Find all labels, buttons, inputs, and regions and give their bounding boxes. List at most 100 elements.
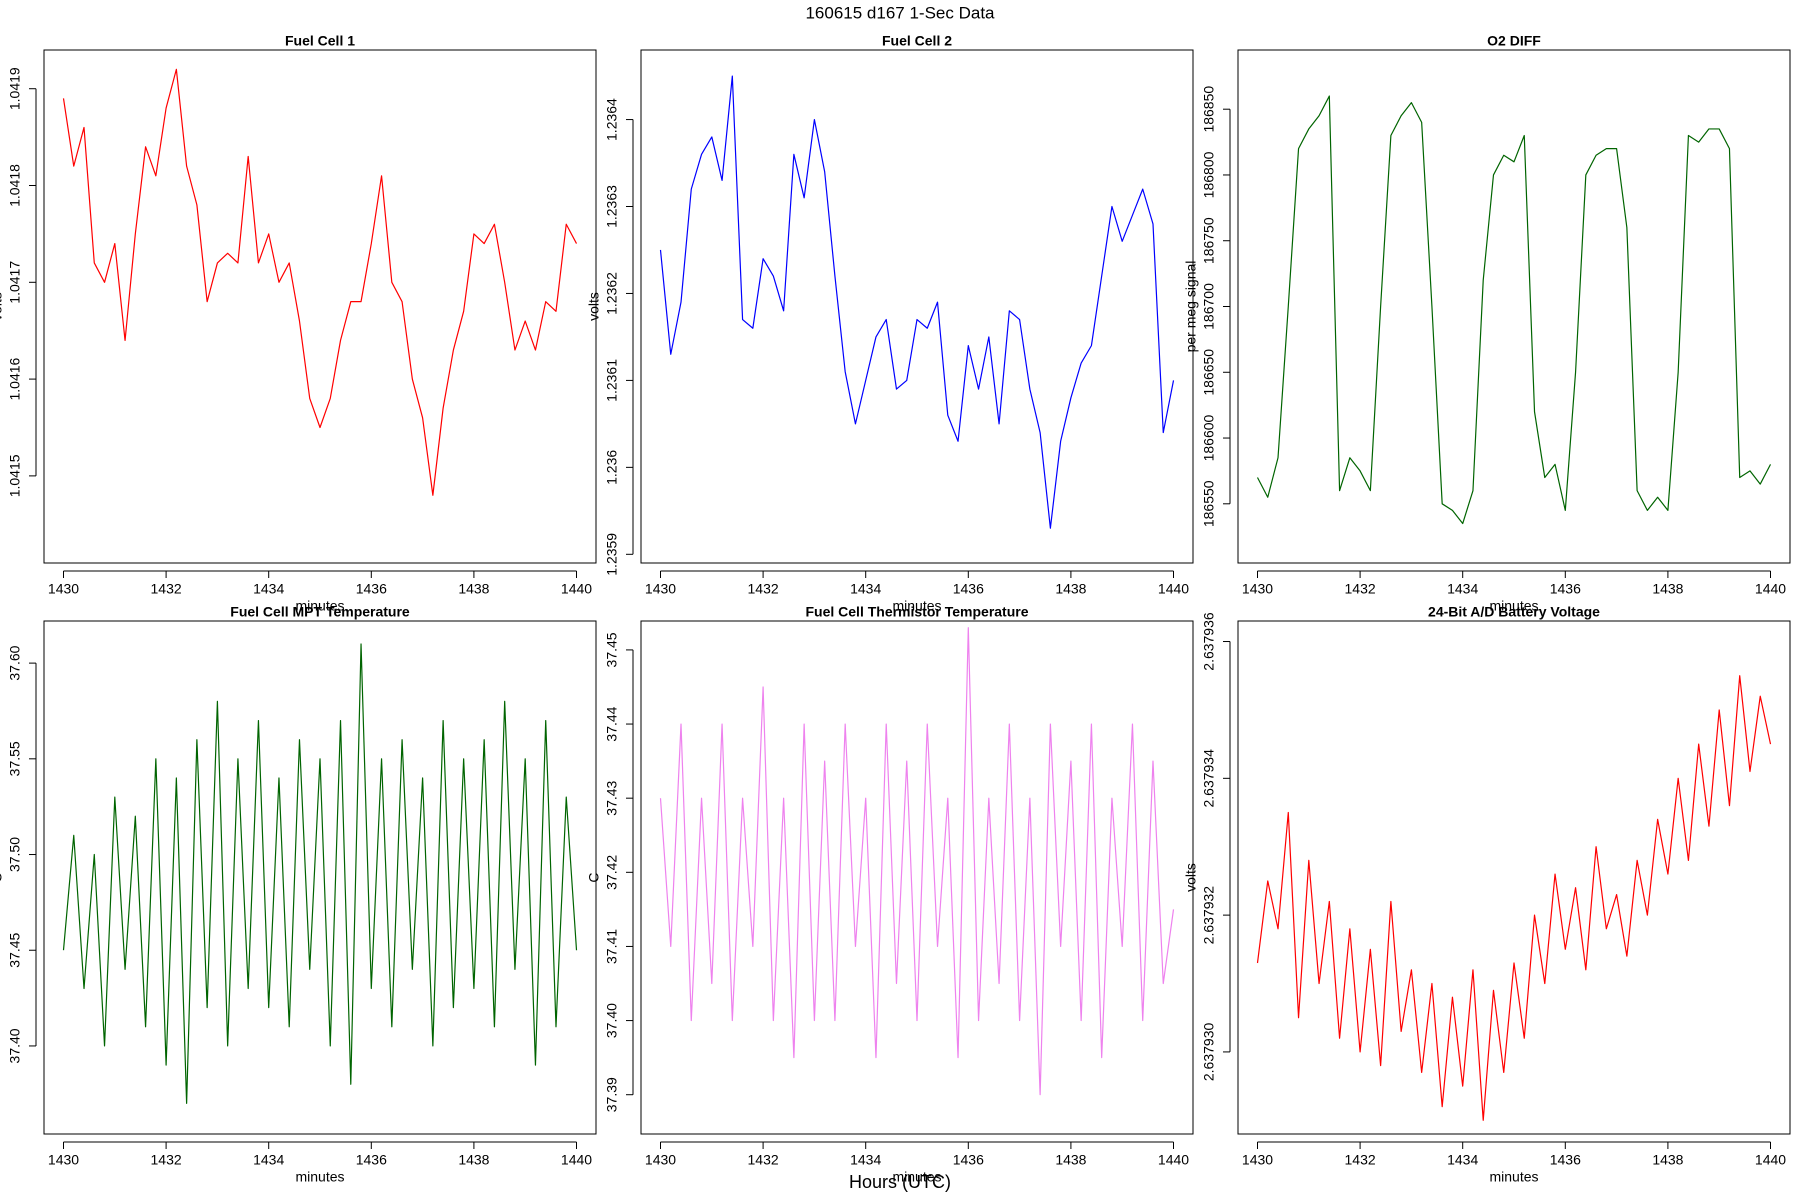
x-tick-label: 1438 [1055,581,1086,597]
plot-frame [1237,620,1791,1135]
x-tick-label: 1430 [1242,1152,1273,1168]
y-axis-label: C [0,872,5,882]
data-line [62,68,578,496]
y-tick-label: 1.0417 [7,261,23,304]
plot-frame [1237,49,1791,564]
panel-title: Fuel Cell 2 [882,33,952,49]
x-tick-label: 1436 [953,1152,984,1168]
x-tick-label: 1430 [645,1152,676,1168]
y-tick-label: 1.2361 [604,359,620,402]
y-tick-label: 2.637932 [1201,886,1217,945]
x-tick-label: 1440 [1158,1152,1189,1168]
x-tick-label: 1436 [1550,581,1581,597]
y-tick-label: 1.2364 [604,98,620,141]
y-tick-label: 186800 [1201,151,1217,198]
x-tick-label: 1436 [953,581,984,597]
x-tick-label: 1430 [48,581,79,597]
panel: Fuel Cell Thermistor Temperature minutes C… [586,604,1194,1185]
plot-frame [43,620,597,1135]
panel-title: O2 DIFF [1487,33,1541,49]
x-axis-label: minutes [1489,1169,1538,1185]
x-tick-label: 1438 [458,1152,489,1168]
plot-frame [43,49,597,564]
x-tick-label: 1434 [253,1152,284,1168]
x-axis-label: minutes [892,1169,941,1185]
y-tick-label: 37.43 [604,780,620,815]
x-tick-label: 1438 [1055,1152,1086,1168]
figure-title: 160615 d167 1-Sec Data [805,3,995,22]
panel: Fuel Cell 2 minutes volts 1430 1432 1434 1436 1… [586,33,1194,614]
y-axis-label: per meg signal [1183,261,1199,353]
x-tick-label: 1438 [458,581,489,597]
y-tick-label: 1.0416 [7,357,23,400]
y-tick-label: 1.2363 [604,185,620,228]
x-axis-label: minutes [295,1169,344,1185]
x-tick-label: 1440 [561,581,592,597]
x-tick-label: 1440 [561,1152,592,1168]
y-tick-label: 37.55 [7,741,23,776]
y-tick-label: 186550 [1201,480,1217,527]
x-tick-label: 1434 [1447,581,1478,597]
x-tick-label: 1434 [1447,1152,1478,1168]
panel: Fuel Cell MPT Temperature minutes C 1430 143… [0,604,597,1185]
y-tick-label: 37.45 [604,632,620,667]
data-line [659,627,1175,1096]
y-tick-label: 186750 [1201,217,1217,264]
x-tick-label: 1436 [356,581,387,597]
panel-title: Fuel Cell 1 [285,33,355,49]
data-line [62,643,578,1104]
x-tick-label: 1436 [1550,1152,1581,1168]
x-caption: Hours (UTC) [849,1172,951,1192]
panel: 24-Bit A/D Battery Voltage minutes volts 14… [1183,604,1791,1185]
x-tick-label: 1432 [748,1152,779,1168]
y-tick-label: 186600 [1201,414,1217,461]
x-tick-label: 1432 [1345,581,1376,597]
y-tick-label: 37.41 [604,929,620,964]
data-line [659,75,1175,529]
y-tick-label: 1.2359 [604,533,620,576]
y-tick-label: 37.40 [604,1003,620,1038]
y-tick-label: 1.0418 [7,164,23,207]
x-tick-label: 1434 [850,1152,881,1168]
y-tick-label: 37.39 [604,1077,620,1112]
panel-title: Fuel Cell MPT Temperature [230,604,410,620]
y-tick-label: 1.2362 [604,272,620,315]
y-axis-label: C [586,872,602,882]
x-tick-label: 1434 [253,581,284,597]
x-tick-label: 1430 [1242,581,1273,597]
y-tick-label: 2.637936 [1201,612,1217,671]
plot-frame [640,49,1194,564]
y-tick-label: 37.45 [7,933,23,968]
data-line [1256,95,1772,525]
y-tick-label: 37.50 [7,837,23,872]
x-tick-label: 1440 [1755,1152,1786,1168]
y-tick-label: 37.44 [604,706,620,741]
y-tick-label: 1.0419 [7,67,23,110]
y-tick-label: 37.60 [7,645,23,680]
panel: Fuel Cell 1 minutes volts 1430 1432 1434 1436 1… [0,33,597,614]
panel-title: 24-Bit A/D Battery Voltage [1428,604,1600,620]
y-tick-label: 37.40 [7,1028,23,1063]
y-axis-label: volts [1183,863,1199,892]
y-tick-label: 37.42 [604,855,620,890]
x-tick-label: 1430 [48,1152,79,1168]
y-axis-label: volts [0,292,5,321]
y-tick-label: 2.637934 [1201,749,1217,808]
x-tick-label: 1430 [645,581,676,597]
x-axis-label: minutes [295,598,344,614]
y-tick-label: 186850 [1201,86,1217,133]
x-axis-label: minutes [892,598,941,614]
y-tick-label: 186700 [1201,283,1217,330]
x-tick-label: 1434 [850,581,881,597]
panel-title: Fuel Cell Thermistor Temperature [805,604,1028,620]
y-tick-label: 2.637930 [1201,1023,1217,1082]
x-tick-label: 1432 [1345,1152,1376,1168]
x-tick-label: 1438 [1652,1152,1683,1168]
plot-frame [640,620,1194,1135]
panel: O2 DIFF minutes per meg signal 1430 1432 1434… [1183,33,1791,614]
x-tick-label: 1440 [1158,581,1189,597]
y-tick-label: 186650 [1201,349,1217,396]
x-tick-label: 1432 [151,1152,182,1168]
y-tick-label: 1.0415 [7,454,23,497]
